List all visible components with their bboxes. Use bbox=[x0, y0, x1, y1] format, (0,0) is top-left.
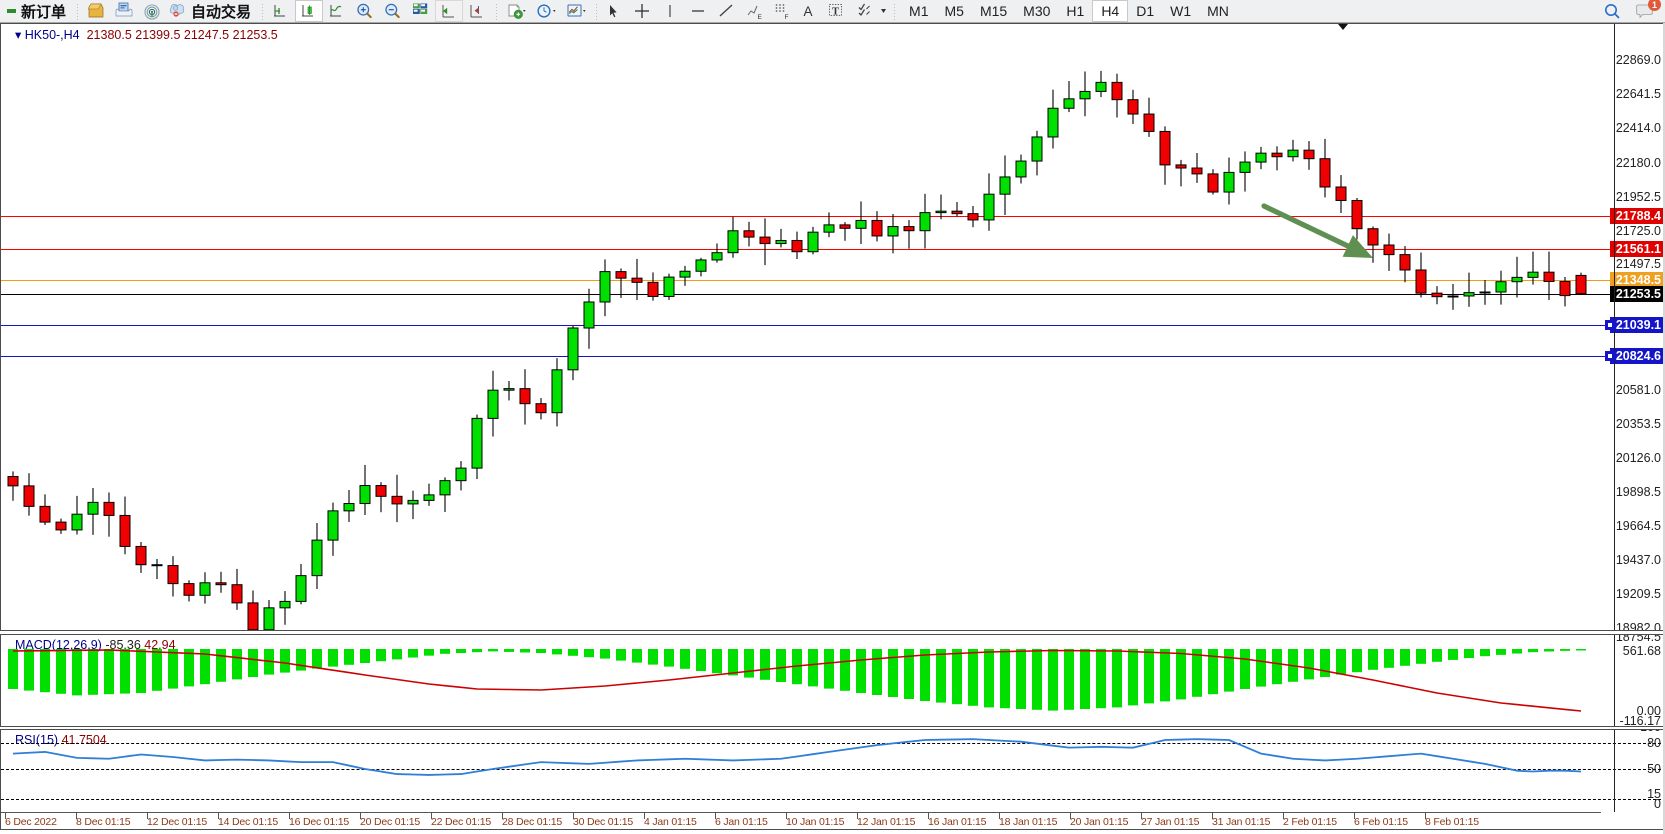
svg-text:T: T bbox=[832, 6, 839, 17]
svg-text:A: A bbox=[804, 4, 813, 19]
svg-text:F: F bbox=[785, 14, 789, 20]
svg-text:E: E bbox=[758, 14, 763, 20]
